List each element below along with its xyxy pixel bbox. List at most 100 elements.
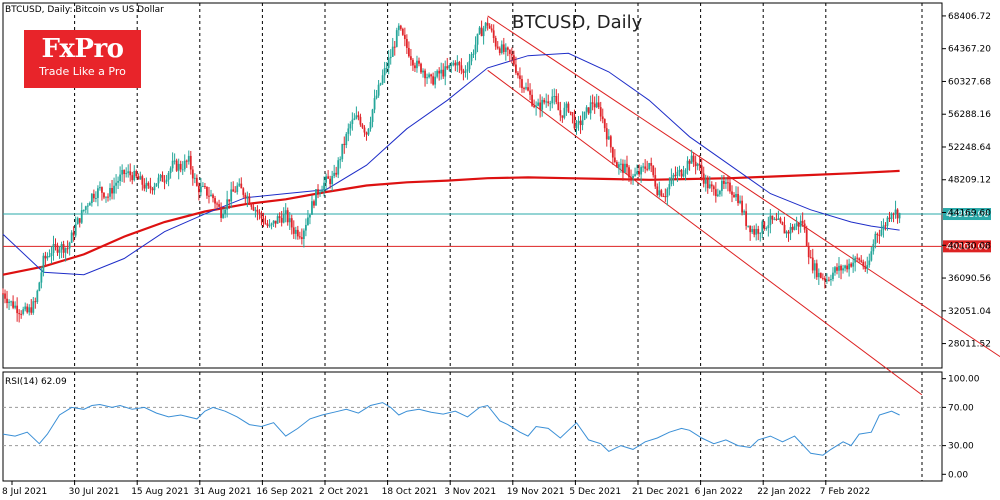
x-tick-label: 2 Oct 2021	[319, 487, 369, 497]
candle-body	[488, 25, 491, 29]
x-tick-label: 21 Dec 2021	[632, 487, 690, 497]
candle-body	[533, 105, 535, 108]
candle-body	[422, 70, 424, 73]
candle-body	[345, 133, 348, 146]
candle-body	[638, 171, 640, 175]
candle-body	[185, 160, 188, 162]
candle-body	[593, 103, 596, 108]
candle-body	[430, 74, 433, 77]
price-tick-label: 28011.52	[948, 340, 991, 350]
candle-body	[262, 218, 265, 224]
candle-body	[476, 33, 479, 45]
candle-body	[506, 47, 509, 50]
candle-body	[884, 225, 887, 227]
candle-body	[426, 77, 428, 79]
candle-body	[755, 228, 758, 235]
candle-body	[456, 62, 459, 66]
candle-body	[371, 109, 374, 122]
candle-body	[40, 272, 43, 283]
candle-body	[321, 190, 323, 192]
x-tick-label: 31 Aug 2021	[194, 487, 252, 497]
candle-body	[601, 116, 604, 120]
candle-body	[482, 28, 485, 37]
candle-body	[361, 124, 364, 128]
candle-body	[650, 162, 653, 166]
candle-body	[797, 223, 800, 227]
candle-body	[256, 209, 259, 213]
candle-body	[97, 188, 99, 198]
candle-body	[92, 193, 95, 199]
x-tick-label: 3 Nov 2021	[444, 487, 496, 497]
candle-body	[521, 79, 523, 89]
candle-body	[872, 243, 875, 252]
candle-body	[238, 183, 241, 186]
candle-body	[347, 128, 350, 134]
candle-body	[36, 290, 39, 302]
candle-body	[615, 162, 618, 168]
candle-body	[351, 119, 354, 124]
candle-body	[234, 191, 237, 193]
candle-body	[119, 174, 122, 181]
candle-body	[527, 87, 529, 91]
candle-body	[26, 306, 29, 313]
rsi-header: RSI(14) 62.09	[5, 377, 67, 387]
price-tick-label: 36090.56	[948, 274, 991, 284]
candle-body	[101, 187, 103, 193]
candle-body	[470, 54, 473, 62]
candle-body	[2, 293, 4, 295]
candle-body	[636, 171, 638, 175]
candle-body	[805, 229, 808, 247]
candle-body	[145, 182, 148, 189]
candle-body	[272, 220, 275, 224]
candle-body	[517, 72, 519, 76]
candle-body	[407, 47, 410, 57]
candle-body	[823, 278, 826, 281]
candle-body	[500, 44, 503, 53]
candle-body	[452, 62, 455, 65]
candle-body	[181, 169, 184, 171]
candle-body	[793, 226, 796, 230]
candle-body	[577, 120, 580, 124]
candle-body	[561, 115, 564, 118]
candle-body	[821, 277, 824, 279]
candle-body	[189, 155, 192, 170]
candle-body	[292, 227, 295, 234]
candle-body	[167, 173, 170, 180]
candle-body	[698, 163, 701, 166]
candle-body	[567, 103, 570, 112]
candle-body	[492, 30, 495, 38]
candle-body	[547, 101, 550, 104]
candle-body	[389, 56, 392, 59]
candle-body	[466, 69, 469, 72]
candle-body	[830, 279, 832, 281]
candle-body	[559, 110, 562, 116]
candle-body	[716, 194, 719, 197]
candle-body	[72, 232, 75, 236]
candle-body	[890, 213, 893, 219]
candle-body	[131, 175, 134, 181]
candle-body	[842, 268, 844, 271]
candle-body	[720, 180, 723, 191]
candle-body	[369, 121, 372, 129]
candle-body	[60, 244, 63, 250]
candle-body	[242, 188, 245, 195]
rsi-pane-frame	[2, 371, 943, 482]
candle-body	[704, 179, 707, 184]
candle-body	[175, 160, 178, 171]
candle-body	[747, 225, 750, 227]
candle-body	[448, 65, 451, 69]
candle-body	[173, 160, 176, 162]
candle-body	[323, 182, 325, 191]
candle-body	[232, 189, 235, 192]
candle-body	[878, 235, 881, 237]
candle-body	[264, 223, 267, 225]
candle-body	[357, 115, 360, 117]
candle-body	[52, 244, 55, 253]
candle-body	[18, 313, 21, 315]
x-tick-label: 15 Aug 2021	[131, 487, 189, 497]
candle-body	[739, 200, 741, 204]
candle-body	[401, 28, 404, 35]
candle-body	[609, 136, 612, 148]
candle-body	[587, 107, 590, 114]
candle-body	[254, 209, 257, 211]
